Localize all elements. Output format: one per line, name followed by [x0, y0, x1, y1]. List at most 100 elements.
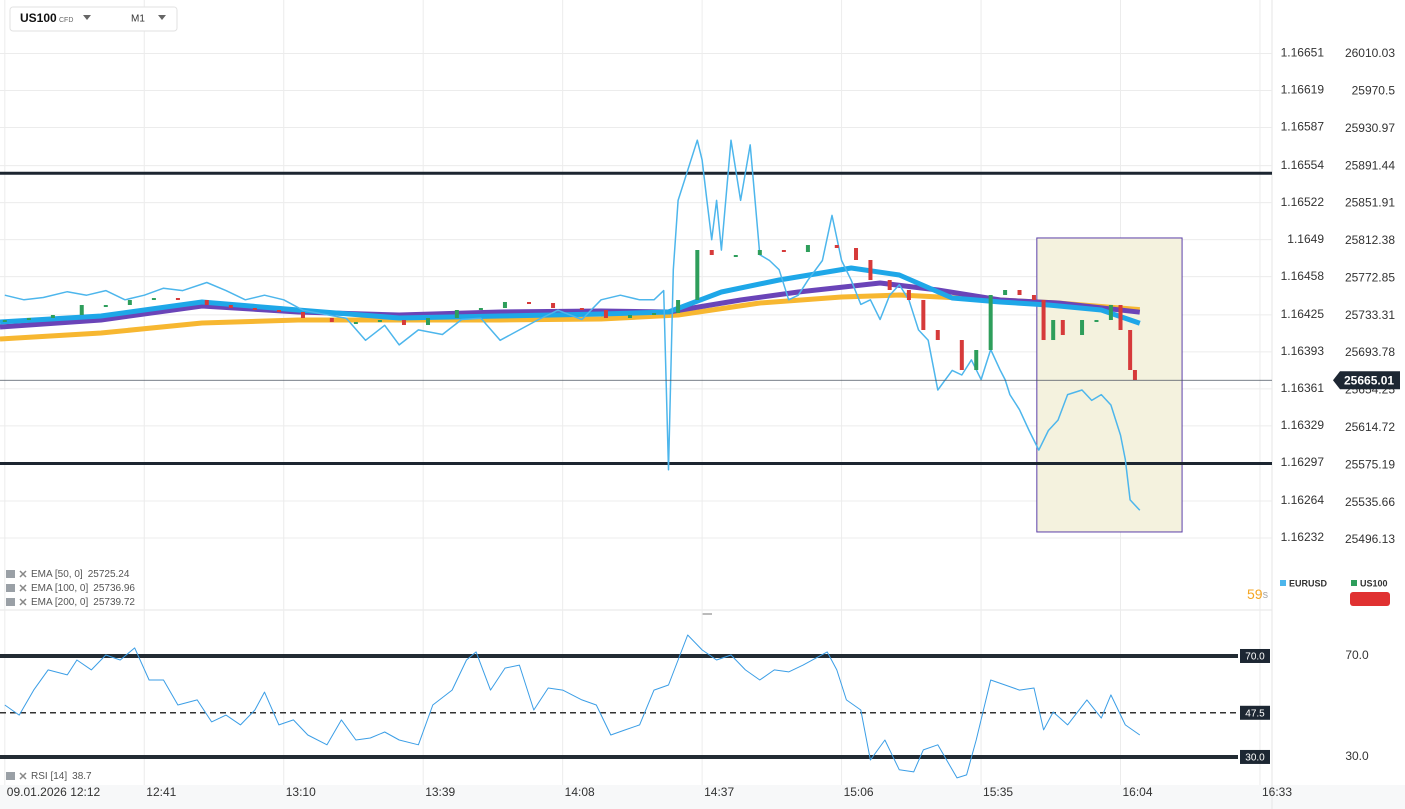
indicator-remove: [19, 772, 27, 780]
x-tick-label: 14:08: [565, 785, 595, 799]
candle: [103, 305, 108, 308]
candle: [454, 310, 459, 319]
candle: [1118, 305, 1123, 331]
candle: [1003, 290, 1008, 296]
y-tick-label: 1.1649: [1287, 232, 1324, 246]
candle: [377, 320, 382, 323]
indicator-icon: [6, 584, 15, 592]
y2-tick-label: 25812.38: [1345, 233, 1395, 247]
indicator-name: EMA [100, 0]: [31, 583, 88, 594]
symbol-type: CFD: [59, 17, 73, 24]
sell-button[interactable]: [1350, 592, 1390, 606]
time-axis-bg: [0, 785, 1405, 809]
current-price-tag: [1333, 371, 1400, 390]
x-tick-label: 14:37: [704, 785, 734, 799]
y2-tick-label: 25693.78: [1345, 345, 1395, 359]
indicator-legend: EMA [200, 0] 25739.72: [31, 597, 135, 608]
y-tick-label: 1.16361: [1281, 381, 1325, 395]
candle: [805, 245, 810, 253]
indicator-icon: [6, 570, 15, 578]
y-tick-label: 1.16264: [1281, 493, 1325, 507]
indicator-remove: [19, 598, 27, 606]
x-tick-label: 09.01.2026 12:12: [7, 785, 101, 799]
panel-handle[interactable]: [702, 613, 712, 615]
candle: [921, 300, 926, 331]
countdown-unit: s: [1263, 589, 1269, 601]
x-tick-label: 15:35: [983, 785, 1013, 799]
price-line: [4, 139, 1141, 511]
indicator-name: EMA [200, 0]: [31, 597, 88, 608]
candle: [757, 250, 762, 256]
candle: [426, 318, 431, 326]
ema-line: [0, 265, 1141, 326]
candle: [834, 245, 839, 249]
candle: [959, 340, 964, 371]
indicator-remove: [19, 584, 27, 592]
y2-tick-label: 25930.97: [1345, 121, 1395, 135]
candle: [652, 313, 657, 316]
rsi-tick-label: 70.0: [1345, 648, 1369, 662]
timeframe[interactable]: M1: [131, 14, 145, 25]
timeframe-dropdown[interactable]: [158, 15, 166, 20]
candle: [676, 300, 681, 314]
candle: [1031, 295, 1036, 301]
countdown-value: 59: [1247, 586, 1263, 602]
rsi-legend: RSI [14] 38.7: [31, 771, 92, 782]
y2-tick-label: 25891.44: [1345, 158, 1395, 172]
y-tick-label: 1.16522: [1281, 195, 1325, 209]
candle: [1108, 305, 1113, 321]
legend-swatch: [1280, 580, 1286, 586]
candle: [401, 320, 406, 326]
candle: [526, 302, 531, 305]
indicator-value: 38.7: [72, 771, 92, 782]
level-tag: [1240, 749, 1270, 764]
symbol[interactable]: US100: [20, 11, 57, 25]
indicator-remove: [19, 570, 27, 578]
y2-tick-label: 25535.66: [1345, 495, 1395, 509]
x-tick-label: 15:06: [844, 785, 874, 799]
candle: [854, 248, 859, 261]
candle: [1017, 290, 1022, 296]
candle: [502, 302, 507, 309]
y2-tick-label: 26010.03: [1345, 46, 1395, 60]
level-tag: [1240, 705, 1270, 720]
candle: [1094, 320, 1099, 323]
indicator-legend: EMA [50, 0] 25725.24: [31, 569, 130, 580]
indicator-legend: EMA [100, 0] 25736.96: [31, 583, 135, 594]
highlight-box: [1036, 237, 1183, 533]
candle: [228, 305, 233, 309]
candle: [175, 298, 180, 301]
x-tick-label: 12:41: [146, 785, 176, 799]
candle: [781, 250, 786, 253]
candle: [300, 312, 305, 319]
y2-tick-label: 25851.91: [1345, 196, 1395, 210]
y-tick-label: 1.16393: [1281, 344, 1325, 358]
candle: [204, 300, 209, 306]
candle: [733, 255, 738, 258]
current-price-label: 25665.01: [1344, 373, 1394, 387]
level-label: 47.5: [1245, 708, 1265, 719]
y-tick-label: 1.16232: [1281, 530, 1325, 544]
level-label: 30.0: [1245, 753, 1265, 764]
candle: [79, 305, 84, 316]
y-tick-label: 1.16619: [1281, 83, 1325, 97]
toolbar-box: [9, 6, 178, 32]
rsi-line: [4, 634, 1141, 779]
candle: [1080, 320, 1085, 336]
y2-tick-label: 25575.19: [1345, 457, 1395, 471]
candle: [551, 303, 556, 309]
y-tick-label: 1.16587: [1281, 120, 1325, 134]
legend-label: US100: [1360, 578, 1388, 588]
candle: [868, 260, 873, 281]
y-tick-label: 1.16554: [1281, 158, 1325, 172]
candle: [353, 322, 358, 325]
indicator-value: 25739.72: [93, 597, 135, 608]
candle: [887, 280, 892, 291]
x-tick-label: 13:10: [286, 785, 316, 799]
x-tick-label: 16:33: [1262, 785, 1292, 799]
indicator-value: 25736.96: [93, 583, 135, 594]
symbol-dropdown[interactable]: [83, 15, 91, 20]
candle: [50, 315, 55, 319]
